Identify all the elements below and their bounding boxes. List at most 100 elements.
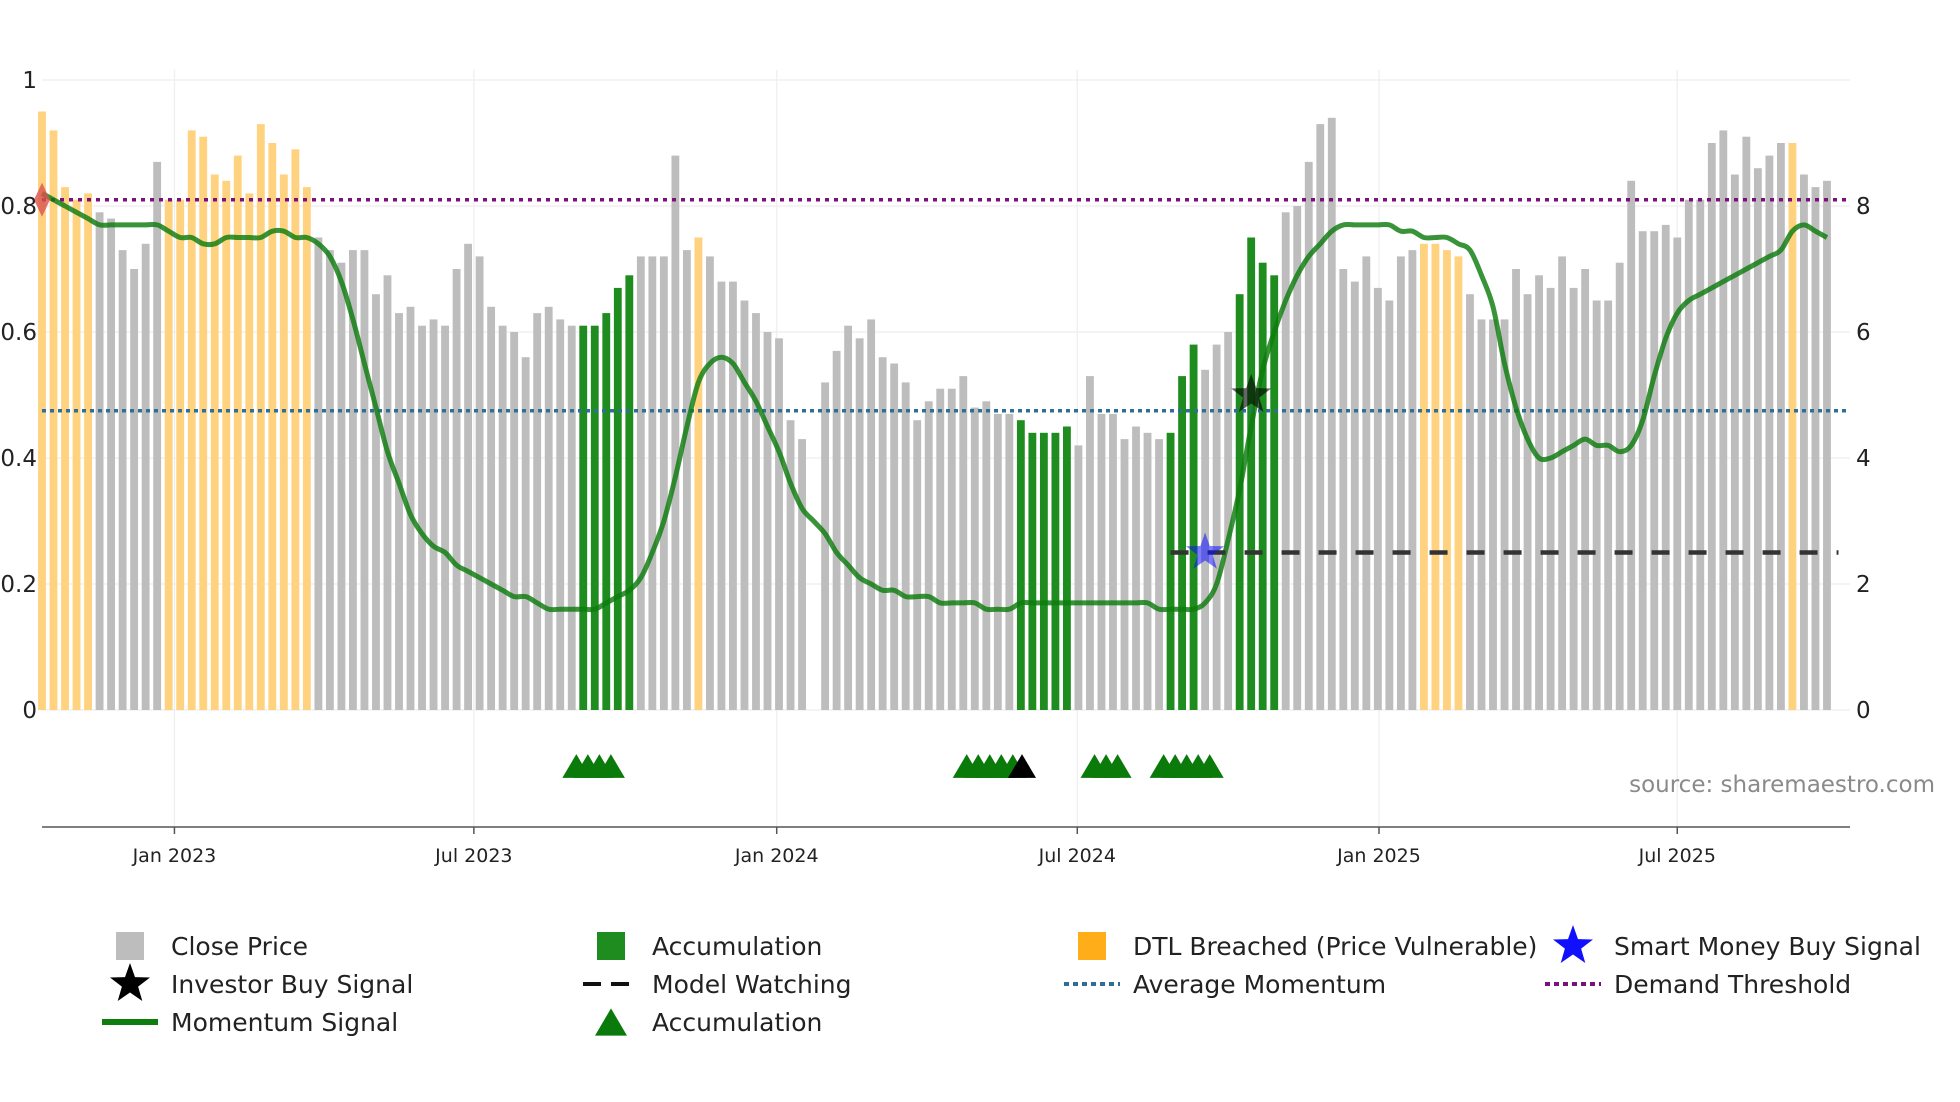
bar-week-112 <box>1327 117 1336 711</box>
bar-week-69 <box>832 350 841 710</box>
bar-week-19 <box>256 124 265 711</box>
bar-week-114 <box>1350 281 1359 710</box>
bar-week-108 <box>1281 212 1290 711</box>
bar-week-146 <box>1719 130 1728 710</box>
bar-week-41 <box>510 332 519 710</box>
bar-week-96 <box>1143 432 1152 710</box>
bar-week-62 <box>752 313 760 710</box>
smart-money-buy-signal-star <box>1186 532 1225 569</box>
bar-week-31 <box>395 313 403 710</box>
bar-week-145 <box>1707 143 1716 710</box>
legend-label-0: Close Price <box>171 932 308 961</box>
bar-week-149 <box>1753 168 1762 710</box>
bar-week-6 <box>107 218 116 710</box>
bar-week-55 <box>671 155 680 711</box>
bar-week-154 <box>1811 187 1820 711</box>
bar-week-58 <box>706 256 714 710</box>
bar-week-91 <box>1086 376 1094 710</box>
accumulation-triangle-11 <box>1103 754 1132 778</box>
bar-week-84 <box>1005 413 1014 710</box>
right-tick-label-4: 8 <box>1856 194 1871 220</box>
bar-week-37 <box>464 243 472 711</box>
bar-week-144 <box>1696 199 1705 710</box>
bar-week-54 <box>659 256 668 710</box>
indicator-lines <box>40 191 1850 613</box>
bar-week-130 <box>1535 275 1543 710</box>
bar-week-73 <box>878 357 887 710</box>
bar-week-109 <box>1293 206 1302 710</box>
bar-week-104 <box>1235 294 1244 710</box>
bar-week-89 <box>1063 426 1071 710</box>
accumulation-triangle-3 <box>596 754 625 778</box>
bar-week-15 <box>210 174 219 710</box>
x-tick-label-1: Jul 2023 <box>434 845 512 867</box>
x-tick-label-4: Jan 2025 <box>1336 845 1421 867</box>
bar-week-106 <box>1258 262 1267 710</box>
bar-week-136 <box>1604 300 1613 710</box>
bar-week-51 <box>625 275 634 710</box>
bar-week-126 <box>1489 319 1497 710</box>
bar-week-78 <box>936 388 945 710</box>
bar-week-42 <box>521 357 530 710</box>
bar-week-152 <box>1788 143 1797 710</box>
investor-buy-signal-star <box>1231 374 1272 412</box>
bar-week-13 <box>187 130 196 710</box>
bar-week-28 <box>360 250 369 710</box>
bar-week-81 <box>970 407 979 710</box>
x-tick-label-2: Jan 2024 <box>734 845 819 867</box>
bar-week-4 <box>84 193 92 710</box>
bar-week-47 <box>579 325 588 710</box>
bar-week-142 <box>1673 237 1682 710</box>
bar-week-30 <box>383 275 392 710</box>
right-tick-label-0: 0 <box>1856 698 1871 724</box>
bar-week-116 <box>1373 287 1382 710</box>
source-label: source: sharemaestro.com <box>1629 772 1935 798</box>
signal-markers <box>34 182 1272 778</box>
bar-week-53 <box>648 256 657 710</box>
bar-week-66 <box>798 439 806 710</box>
legend-label-4: Investor Buy Signal <box>171 970 413 999</box>
green-square-icon <box>597 932 625 960</box>
bar-week-85 <box>1016 420 1025 710</box>
bar-week-57 <box>694 237 703 710</box>
bar-week-90 <box>1074 445 1083 710</box>
bar-week-34 <box>429 319 438 710</box>
bar-week-65 <box>786 420 795 710</box>
bar-week-102 <box>1212 344 1221 710</box>
bar-week-26 <box>337 262 346 710</box>
x-tick-label-5: Jul 2025 <box>1638 845 1716 867</box>
start-diamond-marker <box>34 182 50 217</box>
bar-week-3 <box>72 199 81 710</box>
bar-week-11 <box>164 199 173 710</box>
legend-label-1: Accumulation <box>652 932 822 961</box>
bar-week-0 <box>38 111 46 710</box>
bar-week-139 <box>1638 231 1647 710</box>
bar-week-86 <box>1028 432 1037 710</box>
bar-week-33 <box>418 325 426 710</box>
right-tick-label-3: 6 <box>1856 320 1871 346</box>
bar-week-24 <box>314 237 323 710</box>
bar-week-38 <box>475 256 484 710</box>
bar-week-150 <box>1765 155 1774 711</box>
bar-week-40 <box>498 325 507 710</box>
bar-week-133 <box>1569 287 1578 710</box>
bar-week-122 <box>1443 250 1451 710</box>
bar-week-137 <box>1615 262 1624 710</box>
bar-week-48 <box>590 325 599 710</box>
x-tick-label-3: Jul 2024 <box>1038 845 1116 867</box>
bar-week-35 <box>441 325 449 710</box>
bar-week-25 <box>325 250 334 710</box>
legend-label-8: Momentum Signal <box>171 1008 398 1037</box>
bar-week-115 <box>1362 256 1371 710</box>
orange-square-icon <box>1078 932 1106 960</box>
bar-week-83 <box>993 413 1002 710</box>
bar-week-111 <box>1316 124 1325 711</box>
bar-week-22 <box>291 149 300 711</box>
green-triangle-icon <box>595 1008 627 1036</box>
bar-week-105 <box>1247 237 1256 710</box>
bar-week-60 <box>729 281 737 710</box>
bar-week-100 <box>1189 344 1198 710</box>
bar-week-80 <box>959 376 968 710</box>
bar-week-97 <box>1155 439 1163 710</box>
